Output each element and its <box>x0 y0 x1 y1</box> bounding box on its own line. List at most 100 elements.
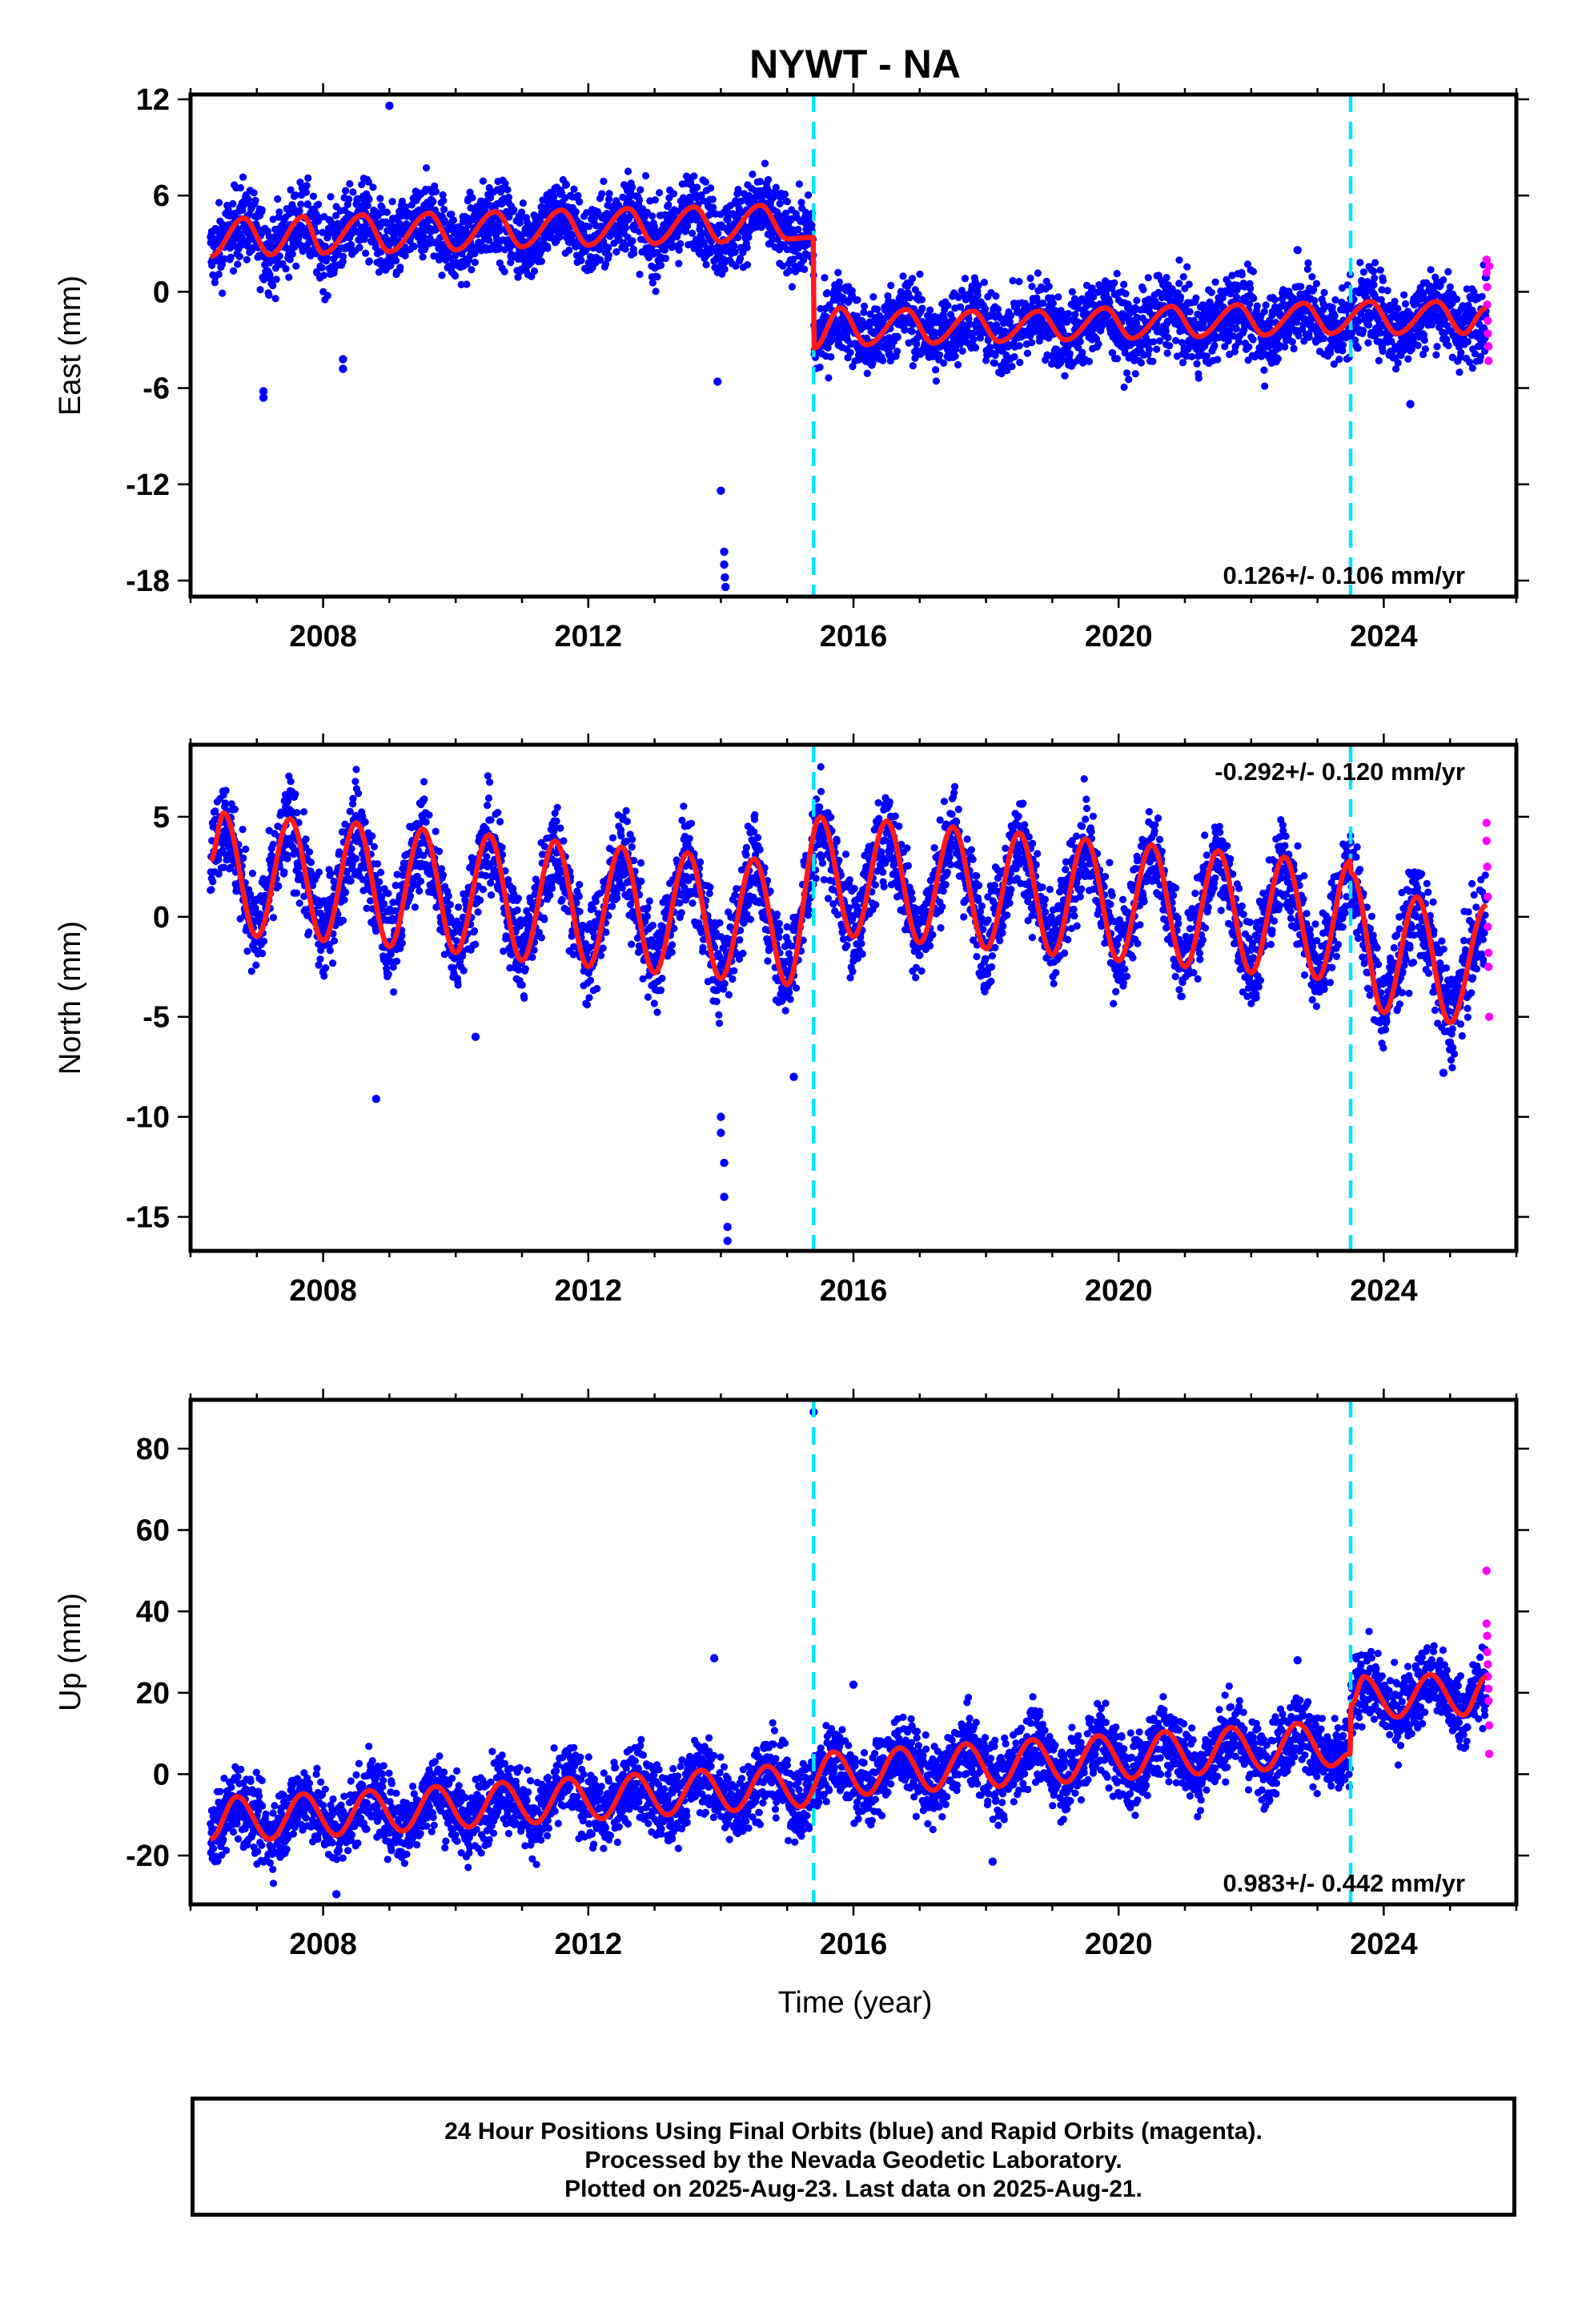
north-final-points <box>207 762 1494 1245</box>
east-y-tick-label: -6 <box>143 372 170 406</box>
east-rapid-point <box>1483 283 1492 292</box>
east-rapid-point <box>1482 255 1491 264</box>
north-y-axis-label: North (mm) <box>54 921 87 1075</box>
north-outlier-point <box>720 1158 729 1168</box>
east-x-tick-label: 2012 <box>555 620 623 653</box>
east-y-tick-label: 12 <box>136 83 170 117</box>
north-outlier-point <box>717 1128 725 1137</box>
north-outlier-point <box>717 1112 725 1121</box>
up-outlier-point <box>988 1857 998 1866</box>
east-rapid-point <box>1484 316 1492 325</box>
up-outlier-point <box>1293 1655 1302 1665</box>
east-x-tick-label: 2024 <box>1350 620 1418 653</box>
north-outlier-point <box>723 1236 732 1245</box>
north-rate-label: -0.292+/- 0.120 mm/yr <box>1215 758 1465 786</box>
east-outlier-point <box>259 393 268 402</box>
east-panel: 2008 2012 2016 2020 2024 12 6 0 -6 -12 -18 East (mm… <box>54 83 1529 653</box>
up-outlier-point <box>849 1680 858 1689</box>
north-rapid-point <box>1484 1012 1494 1021</box>
up-final-cloud <box>207 1627 1491 1888</box>
north-x-tick-label: 2008 <box>289 1274 357 1308</box>
east-outlier-point <box>721 582 730 592</box>
east-outlier-point <box>717 486 725 495</box>
up-final-points <box>207 1408 1494 1899</box>
north-x-tick-label: 2020 <box>1085 1274 1153 1308</box>
east-outlier-point <box>1293 246 1302 255</box>
north-y-tick-label: -15 <box>126 1201 170 1235</box>
east-x-tick-label: 2016 <box>820 620 888 653</box>
north-rapid-point <box>1484 923 1492 931</box>
north-outlier-point <box>471 1032 480 1041</box>
east-rapid-point <box>1482 268 1491 277</box>
caption-line-2: Processed by the Nevada Geodetic Laborat… <box>584 2147 1122 2173</box>
up-x-tick-label: 2012 <box>555 1928 623 1961</box>
up-rapid-point <box>1484 1660 1492 1669</box>
north-rapid-point <box>1482 818 1491 827</box>
east-outlier-point <box>259 387 268 396</box>
north-panel: 2008 2012 2016 2020 2024 5 0 -5 -10 -15 North (mm)… <box>54 734 1529 1308</box>
up-y-tick-label: 0 <box>153 1758 170 1791</box>
north-y-tick-label: -5 <box>143 1001 170 1035</box>
up-outlier-point <box>331 1890 341 1899</box>
east-outlier-point <box>721 573 729 582</box>
north-outlier-point <box>723 1222 732 1232</box>
east-final-cloud <box>207 159 1491 392</box>
up-y-tick-label: 80 <box>136 1433 170 1466</box>
up-x-tick-label: 2020 <box>1085 1928 1153 1961</box>
figure-title: NYWT - NA <box>749 42 961 86</box>
up-y-tick-label: -20 <box>126 1839 170 1873</box>
east-rapid-point <box>1484 342 1493 351</box>
east-y-tick-label: -12 <box>126 468 170 502</box>
up-rapid-point <box>1484 1696 1493 1706</box>
east-y-tick-label: 0 <box>153 275 170 309</box>
east-rapid-point <box>1484 262 1494 271</box>
east-y-tick-label: -18 <box>126 565 170 598</box>
north-x-tick-label: 2012 <box>555 1274 623 1308</box>
up-x-tick-label: 2016 <box>820 1928 888 1961</box>
east-outlier-point <box>720 560 729 569</box>
north-outlier-point <box>720 1192 729 1201</box>
up-outlier-point <box>709 1654 719 1663</box>
x-axis-label: Time (year) <box>778 1986 933 2020</box>
east-outlier-point <box>713 377 722 386</box>
east-outlier-point <box>339 364 347 373</box>
east-final-points <box>207 101 1494 592</box>
east-y-tick-label: 6 <box>153 179 170 213</box>
north-y-tick-label: 5 <box>153 801 170 834</box>
up-rapid-point <box>1484 1721 1494 1730</box>
up-y-tick-label: 60 <box>136 1514 170 1548</box>
up-y-tick-label: 20 <box>136 1677 170 1711</box>
north-outlier-point <box>789 1072 798 1081</box>
north-rapid-point <box>1484 948 1493 957</box>
east-outlier-point <box>720 547 729 557</box>
north-y-tick-label: -10 <box>126 1101 170 1135</box>
north-rapid-point <box>1482 836 1491 846</box>
caption-box: 24 Hour Positions Using Final Orbits (bl… <box>191 2097 1516 2217</box>
up-rapid-point <box>1484 1684 1493 1693</box>
up-rapid-point <box>1482 1566 1491 1575</box>
north-frame <box>188 742 1519 1253</box>
east-rapid-point <box>1484 356 1493 365</box>
up-y-tick-label: 40 <box>136 1595 170 1629</box>
east-y-axis-label: East (mm) <box>54 275 87 416</box>
north-outlier-point <box>1439 1068 1448 1077</box>
up-rapid-point <box>1483 1647 1492 1657</box>
north-x-tick-label: 2024 <box>1350 1274 1418 1308</box>
north-x-tick-label: 2016 <box>820 1274 888 1308</box>
east-outlier-point <box>339 355 347 364</box>
north-model-curve <box>208 810 1488 1026</box>
up-rapid-point <box>1482 1619 1491 1628</box>
up-panel: 2008 2012 2016 2020 2024 80 60 40 20 0 -20 Up (mm) 0… <box>54 1389 1529 1961</box>
east-model-curve <box>210 202 1488 351</box>
east-x-tick-label: 2020 <box>1085 620 1153 653</box>
caption-line-1: 24 Hour Positions Using Final Orbits (bl… <box>444 2118 1263 2145</box>
east-outlier-point <box>1406 400 1415 408</box>
north-y-tick-label: 0 <box>153 901 170 935</box>
east-rapid-point <box>1484 329 1492 338</box>
east-outlier-point <box>385 101 394 111</box>
north-rapid-point <box>1483 862 1492 871</box>
up-x-tick-label: 2008 <box>289 1928 357 1961</box>
east-x-tick-label: 2008 <box>289 620 357 653</box>
up-model-curve <box>209 1671 1488 1842</box>
